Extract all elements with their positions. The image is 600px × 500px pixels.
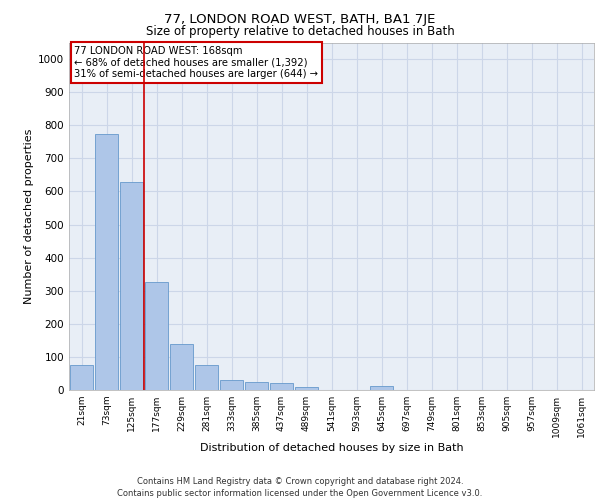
Bar — [220, 380, 243, 390]
X-axis label: Distribution of detached houses by size in Bath: Distribution of detached houses by size … — [200, 442, 463, 452]
Text: 77 LONDON ROAD WEST: 168sqm
← 68% of detached houses are smaller (1,392)
31% of : 77 LONDON ROAD WEST: 168sqm ← 68% of det… — [74, 46, 318, 79]
Text: 77, LONDON ROAD WEST, BATH, BA1 7JE: 77, LONDON ROAD WEST, BATH, BA1 7JE — [164, 12, 436, 26]
Bar — [145, 282, 168, 390]
Bar — [295, 386, 318, 390]
Bar — [370, 386, 393, 390]
Bar — [245, 382, 268, 390]
Y-axis label: Number of detached properties: Number of detached properties — [24, 128, 34, 304]
Bar — [270, 384, 293, 390]
Bar — [120, 182, 143, 390]
Bar — [70, 365, 93, 390]
Bar — [170, 344, 193, 390]
Text: Contains HM Land Registry data © Crown copyright and database right 2024.
Contai: Contains HM Land Registry data © Crown c… — [118, 476, 482, 498]
Bar — [95, 134, 118, 390]
Text: Size of property relative to detached houses in Bath: Size of property relative to detached ho… — [146, 25, 454, 38]
Bar — [195, 365, 218, 390]
